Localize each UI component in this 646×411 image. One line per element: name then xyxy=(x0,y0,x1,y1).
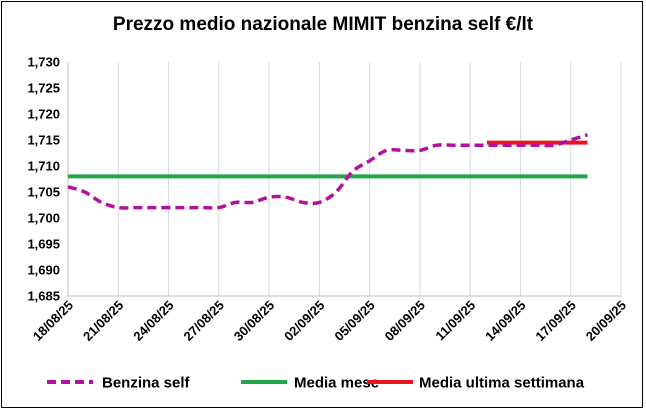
x-tick-label: 05/09/25 xyxy=(331,298,377,344)
legend-label-media-mese: Media mese xyxy=(294,375,379,392)
chart-title: Prezzo medio nazionale MIMIT benzina sel… xyxy=(112,14,534,35)
x-tick-label: 30/08/25 xyxy=(231,298,277,344)
y-tick-label: 1,725 xyxy=(27,81,60,96)
y-tick-label: 1,690 xyxy=(27,263,60,278)
y-tick-label: 1,710 xyxy=(27,159,60,174)
y-tick-label: 1,695 xyxy=(27,237,60,252)
x-tick-label: 14/09/25 xyxy=(482,298,528,344)
series-line-benzina-self xyxy=(67,133,589,210)
legend-label-benzina-self: Benzina self xyxy=(102,375,191,392)
y-tick-label: 1,730 xyxy=(27,55,60,70)
x-tick-label: 17/09/25 xyxy=(532,298,578,344)
x-tick-label: 02/09/25 xyxy=(281,298,327,344)
x-tick-label: 20/09/25 xyxy=(583,298,629,344)
x-tick-label: 08/09/25 xyxy=(382,298,428,344)
y-tick-label: 1,685 xyxy=(27,289,60,304)
y-tick-label: 1,700 xyxy=(27,211,60,226)
x-tick-label: 18/08/25 xyxy=(30,298,76,344)
x-tick-label: 24/08/25 xyxy=(130,298,176,344)
x-tick-label: 21/08/25 xyxy=(80,298,126,344)
x-tick-label: 27/08/25 xyxy=(181,298,227,344)
y-tick-label: 1,705 xyxy=(27,185,60,200)
y-tick-label: 1,715 xyxy=(27,133,60,148)
y-tick-label: 1,720 xyxy=(27,107,60,122)
x-tick-label: 11/09/25 xyxy=(432,298,478,344)
legend-label-media-ultima-settimana: Media ultima settimana xyxy=(419,375,585,392)
